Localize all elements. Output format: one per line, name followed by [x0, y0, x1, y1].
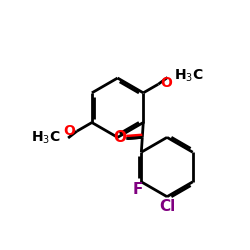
Text: O: O — [63, 124, 75, 138]
Text: Cl: Cl — [159, 198, 175, 214]
Text: H$_3$C: H$_3$C — [31, 130, 61, 146]
Text: O: O — [160, 76, 172, 90]
Text: F: F — [132, 182, 143, 197]
Text: H$_3$C: H$_3$C — [174, 67, 204, 84]
Text: O: O — [114, 130, 126, 145]
